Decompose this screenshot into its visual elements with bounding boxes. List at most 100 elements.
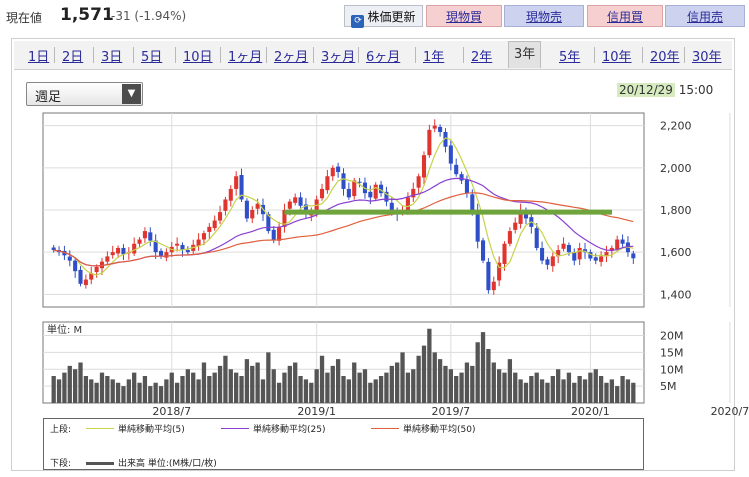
volume-bar — [148, 386, 153, 403]
quote-header: 現在値 1,571 -31 (-1.94%) ⟳ 株価更新 現物買 現物売 信用買… — [0, 0, 749, 32]
volume-bar — [384, 372, 389, 403]
candle-body — [561, 243, 566, 249]
tab-4[interactable]: 5日 — [141, 50, 163, 65]
tab-9[interactable]: 6ヶ月 — [366, 50, 401, 65]
candle-body — [631, 253, 636, 259]
candle-body — [314, 199, 319, 210]
volume-bar — [346, 379, 352, 403]
candle-body — [282, 210, 287, 227]
volume-bar — [121, 386, 126, 403]
candle-body — [454, 164, 459, 175]
candle-body — [175, 243, 180, 246]
volume-bar — [201, 362, 207, 403]
candle-body — [432, 125, 437, 129]
candle-body — [325, 176, 330, 191]
volume-bar — [319, 355, 325, 403]
current-price-value: 1,571 — [60, 5, 114, 25]
volume-bar — [518, 379, 523, 403]
candle-body — [185, 250, 190, 253]
period-tabs: 1日 2日 3日 5日 10日 1ヶ月 2ヶ月 3ヶ月 6ヶ月 1年 2年 3年 5年 10年 20年 30年 — [14, 41, 732, 70]
tab-8[interactable]: 3ヶ月 — [321, 50, 356, 65]
volume-bar — [260, 379, 266, 403]
volume-bar — [411, 369, 416, 403]
candle-body — [67, 256, 72, 261]
tab-12[interactable]: 3年 — [508, 41, 542, 68]
tab-15[interactable]: 20年 — [650, 50, 680, 65]
tab-14[interactable]: 10年 — [602, 50, 632, 65]
candle-body — [121, 247, 126, 255]
time-tick-label: 2018/7 — [152, 405, 191, 418]
candle-body — [491, 281, 496, 291]
candle-body — [577, 247, 582, 260]
candle-body — [588, 252, 593, 259]
volume-bar — [416, 355, 421, 403]
candle-body — [572, 252, 577, 261]
legend-upper-label: 上段: — [50, 425, 72, 435]
volume-bar — [293, 362, 298, 403]
time-tick-label: 2019/1 — [297, 405, 336, 418]
candle-body — [303, 204, 308, 215]
candle-body — [346, 188, 351, 198]
tab-3[interactable]: 3日 — [101, 50, 123, 65]
update-price-label: 株価更新 — [367, 10, 416, 24]
candle-body — [83, 279, 88, 286]
volume-bar — [271, 369, 276, 403]
refresh-icon: ⟳ — [351, 15, 365, 28]
volume-bar — [378, 376, 384, 403]
candle-body — [207, 226, 212, 232]
cash-sell-button[interactable]: 現物売 — [504, 5, 584, 27]
tab-13[interactable]: 5年 — [559, 50, 581, 65]
volume-bar — [588, 372, 593, 403]
volume-bar — [132, 372, 137, 403]
tab-2[interactable]: 2日 — [62, 50, 84, 65]
volume-bar — [368, 382, 373, 403]
volume-bar — [196, 379, 201, 403]
candle-body — [540, 247, 545, 261]
volume-tick-label: 20M — [660, 330, 684, 343]
tab-1[interactable]: 1日 — [28, 50, 50, 65]
candle-body — [438, 126, 443, 132]
ma50-line — [53, 192, 634, 267]
update-price-button[interactable]: ⟳ 株価更新 — [344, 5, 423, 28]
margin-sell-button[interactable]: 信用売 — [665, 5, 745, 27]
candle-body — [110, 252, 115, 256]
volume-bar — [51, 376, 56, 403]
tab-separator — [594, 47, 595, 63]
volume-bar — [309, 382, 314, 403]
tab-16[interactable]: 30年 — [692, 50, 722, 65]
volume-bar — [174, 382, 180, 403]
volume-bar — [137, 382, 142, 403]
margin-buy-button[interactable]: 信用買 — [587, 5, 663, 27]
tab-10[interactable]: 1年 — [423, 50, 445, 65]
volume-bar — [169, 372, 174, 403]
candle-body — [298, 197, 303, 206]
tab-5[interactable]: 10日 — [183, 50, 213, 65]
volume-bar — [94, 382, 99, 403]
volume-bar — [266, 352, 271, 403]
volume-bar — [352, 362, 357, 403]
candle-body — [459, 174, 464, 181]
price-change: -31 (-1.94%) — [111, 9, 187, 23]
volume-bar — [486, 349, 491, 403]
current-price-label: 現在値 — [6, 11, 43, 25]
interval-select[interactable]: 週足 ▼ — [26, 82, 143, 106]
candle-body — [518, 210, 523, 224]
candle-body — [464, 179, 469, 194]
volume-bar — [529, 376, 534, 403]
candle-body — [470, 194, 475, 210]
candle-body — [153, 240, 158, 253]
tab-separator — [358, 47, 359, 63]
volume-bar — [405, 372, 411, 403]
candle-body — [497, 262, 502, 281]
tab-11[interactable]: 2年 — [471, 50, 493, 65]
candle-body — [582, 249, 588, 253]
tab-separator — [266, 47, 267, 63]
tab-separator — [684, 47, 685, 63]
volume-bar — [191, 372, 196, 403]
chevron-down-icon[interactable]: ▼ — [122, 84, 141, 104]
tab-6[interactable]: 1ヶ月 — [228, 50, 263, 65]
volume-bar — [421, 345, 427, 403]
candle-body — [180, 245, 185, 251]
tab-7[interactable]: 2ヶ月 — [274, 50, 309, 65]
cash-buy-button[interactable]: 現物買 — [426, 5, 502, 27]
